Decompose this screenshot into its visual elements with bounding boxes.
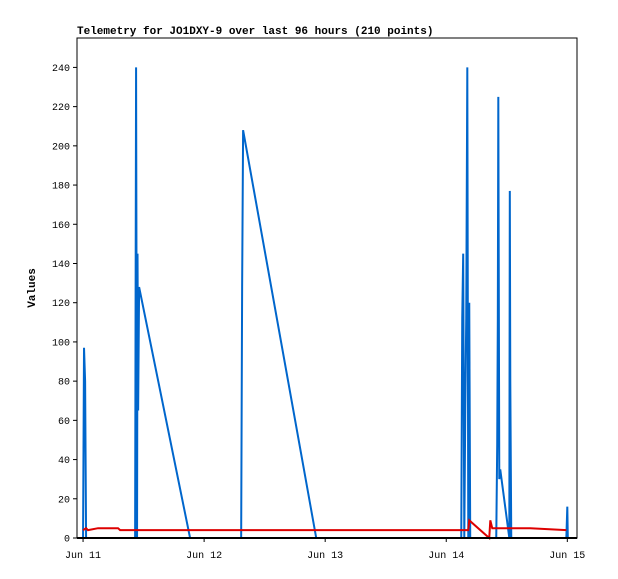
y-tick-label: 180: [52, 182, 70, 193]
x-tick-label: Jun 13: [307, 551, 343, 562]
y-tick-label: 240: [52, 64, 70, 75]
y-tick-label: 160: [52, 221, 70, 232]
y-tick-label: 20: [58, 495, 70, 506]
y-tick-label: 60: [58, 417, 70, 428]
y-tick-label: 100: [52, 338, 70, 349]
y-tick-label: 120: [52, 299, 70, 310]
x-tick-label: Jun 14: [428, 551, 464, 562]
x-tick-label: Jun 11: [65, 551, 101, 562]
chart-title: Telemetry for JO1DXY-9 over last 96 hour…: [77, 26, 433, 38]
y-axis-label: Values: [27, 268, 39, 308]
plot-frame: [76, 37, 578, 539]
y-tick-label: 40: [58, 456, 70, 467]
y-tick-label: 80: [58, 378, 70, 389]
y-tick-label: 220: [52, 103, 70, 114]
x-tick-label: Jun 12: [186, 551, 222, 562]
series-line: [82, 67, 569, 539]
y-tick-label: 0: [64, 535, 70, 546]
series-line: [82, 518, 567, 541]
x-tick-label: Jun 15: [549, 551, 585, 562]
y-tick-label: 200: [52, 142, 70, 153]
y-tick-label: 140: [52, 260, 70, 271]
